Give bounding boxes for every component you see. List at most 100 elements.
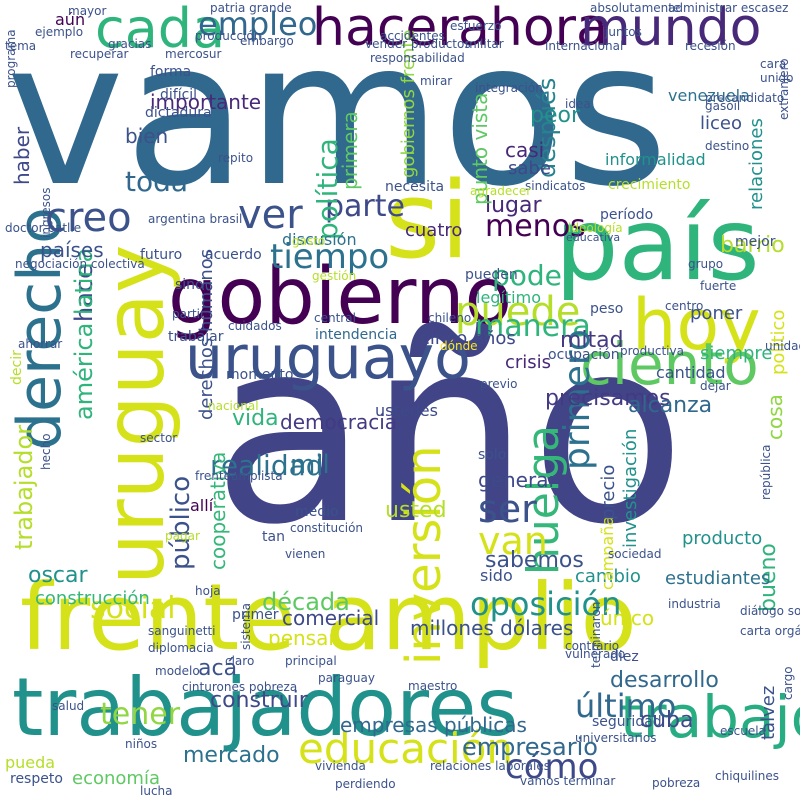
word: vivienda (315, 759, 366, 773)
word: cómo (505, 747, 599, 787)
word: pagar (165, 529, 200, 543)
word: cinco años (420, 328, 516, 349)
word: pueda (5, 753, 56, 772)
word: decir (9, 350, 25, 385)
word: empleo (198, 5, 318, 43)
word: grupo (688, 257, 724, 271)
word: ser (478, 487, 537, 531)
word: vida (232, 406, 279, 431)
word: precandidato (705, 91, 785, 105)
word: forma (150, 64, 192, 80)
word: recesión (685, 39, 736, 53)
word: oscar (28, 563, 88, 588)
word: millones dólares (410, 616, 574, 640)
word: contrario (565, 639, 620, 653)
word: necesita (385, 179, 445, 195)
word: cantidad (656, 363, 726, 382)
word: solo (478, 447, 507, 463)
word: sabemos (485, 548, 584, 573)
word: frente amplio (20, 564, 637, 671)
word: hacer (312, 0, 459, 58)
word: precisamos (545, 386, 671, 411)
word: crecimiento (608, 177, 691, 193)
word: claro (225, 654, 255, 668)
word: chileno (428, 311, 472, 325)
word: último (575, 687, 677, 725)
word: relaciones (746, 118, 767, 210)
word: seguridad (592, 714, 662, 730)
word: esfuerzo (450, 19, 502, 33)
word: informalidad (605, 150, 706, 169)
word: terminaron (589, 601, 603, 668)
word: trabajador (10, 424, 38, 550)
word: américa latina (70, 247, 98, 420)
word: constitución (290, 521, 364, 535)
word: vulnerado (565, 647, 626, 661)
word: ejemplo (35, 25, 84, 39)
word: cambio (575, 566, 641, 587)
word: parte (325, 189, 405, 224)
word: vamos (6, 0, 669, 231)
word: cargo (781, 666, 795, 700)
word: república (759, 444, 773, 500)
word: estudiantes (665, 568, 771, 589)
word: militar (465, 37, 504, 51)
word: poner (690, 303, 743, 324)
word: absolutamente (590, 1, 681, 15)
word: previo (480, 377, 518, 391)
word: tan (262, 529, 285, 545)
word: período (600, 207, 654, 223)
word: cuidados (228, 319, 282, 333)
word: educativa (566, 231, 621, 244)
word: unido (760, 71, 794, 85)
word: recuperar (70, 47, 129, 61)
word: dónde (440, 339, 478, 353)
word: patria grande (210, 1, 292, 15)
word: mitad (560, 328, 624, 353)
word: pueden (465, 267, 518, 283)
word: repito (218, 151, 254, 165)
word: usted (385, 498, 447, 523)
word: gobierno (168, 252, 513, 342)
word: economía (72, 768, 160, 789)
word: mundo (580, 0, 762, 58)
word: producción (195, 29, 262, 43)
word: doctor batlle (5, 221, 82, 235)
word: niños (125, 737, 158, 751)
word: medio (295, 504, 339, 520)
word: haber (10, 126, 34, 185)
word: salud (52, 699, 85, 713)
word: aún (55, 10, 86, 29)
word: intendencia (315, 327, 398, 343)
word: alcanza (628, 393, 713, 418)
word: internacional (545, 39, 624, 53)
word: único (600, 606, 655, 630)
word: peor (530, 103, 581, 128)
word: allí (190, 496, 214, 515)
word: trabajo (620, 683, 800, 751)
word: centro (665, 299, 704, 313)
word: momento (226, 367, 294, 383)
word: pensar (268, 626, 337, 650)
word: vender productos (365, 37, 471, 51)
word: sindicatos (525, 179, 586, 193)
word: construir (210, 688, 308, 713)
word: público (166, 475, 196, 570)
word: diez (610, 649, 639, 665)
word: acuerdo (205, 247, 262, 263)
word: casi (505, 138, 545, 162)
word: chiquilines (715, 769, 780, 783)
word: comercial (282, 606, 380, 630)
word: poder (492, 259, 574, 292)
word: menos (485, 209, 586, 244)
word: empresas públicas (340, 713, 527, 737)
word: respeto (10, 771, 63, 787)
word: lucha (140, 784, 173, 798)
word: uruguayo (185, 323, 471, 393)
word: trabajar (168, 329, 224, 345)
word: cara (760, 57, 787, 71)
word: universitarios (575, 731, 657, 745)
word: crisis (505, 352, 552, 373)
word: ver (238, 192, 303, 238)
word: educación (298, 724, 514, 773)
